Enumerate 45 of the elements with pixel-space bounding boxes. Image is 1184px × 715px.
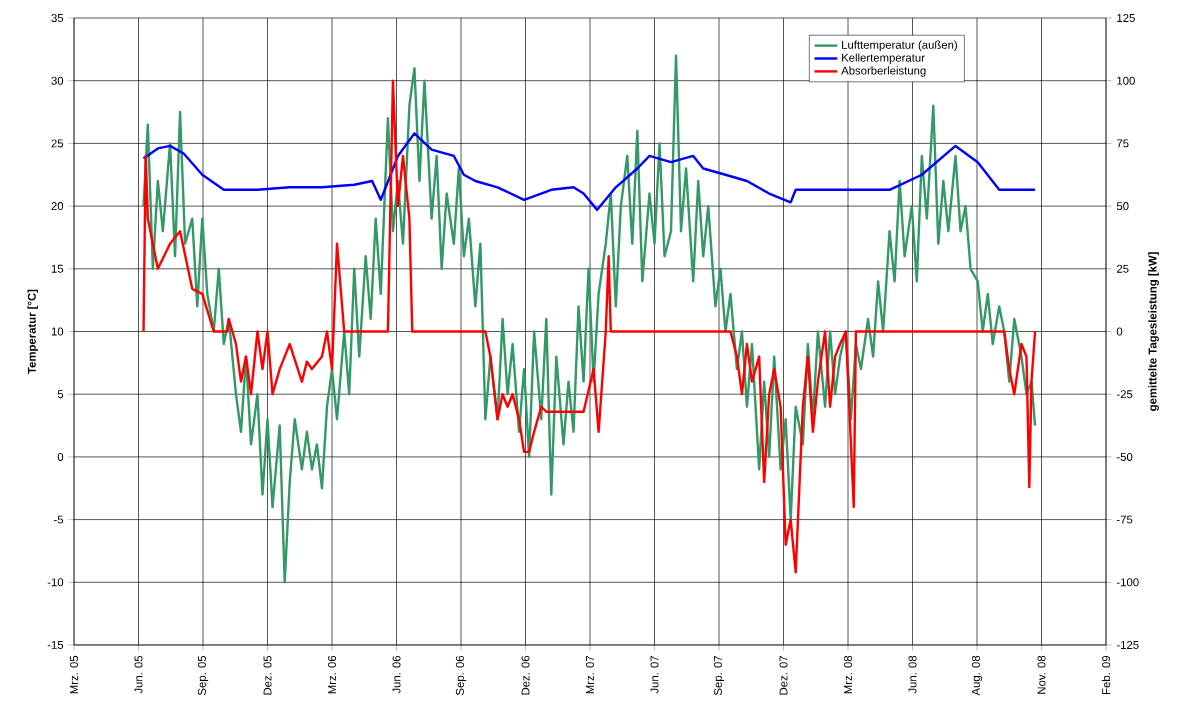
y-tick-label: -5 <box>54 515 64 524</box>
x-tick-label: Jun. 05 <box>134 655 143 694</box>
y2-tick-label: 125 <box>1117 13 1135 22</box>
y-tick-label: -15 <box>47 641 64 649</box>
y-tick-label: 10 <box>51 327 64 336</box>
x-tick-label: Jun. 08 <box>908 655 917 694</box>
x-tick-label: Feb. 09 <box>1101 655 1111 694</box>
y2-tick-label: -25 <box>1116 390 1133 399</box>
y-tick-label: 35 <box>51 14 64 23</box>
x-tick-label: Jun. 07 <box>650 655 659 694</box>
y2-tick-label: -50 <box>1116 452 1133 461</box>
y-tick-label: 20 <box>51 202 64 211</box>
y-tick-label: -10 <box>47 578 64 587</box>
x-tick-label: Mrz. 05 <box>70 655 79 694</box>
y2-tick-label: 0 <box>1116 327 1123 336</box>
y2-tick-label: 25 <box>1116 264 1129 273</box>
x-tick-label: Sep. 05 <box>197 655 209 695</box>
x-tick-label: Sep. 06 <box>455 655 467 695</box>
x-tick-label: Aug. 08 <box>971 655 983 696</box>
x-tick-label: Mrz. 08 <box>844 655 853 694</box>
y-tick-label: 30 <box>51 76 64 85</box>
x-tick-label: Jun. 06 <box>392 655 401 694</box>
y-tick-label: 25 <box>51 139 64 148</box>
y2-axis-title: gemittelte Tagesleistung [kW] <box>1148 252 1159 411</box>
y2-tick-label: -125 <box>1116 641 1139 649</box>
y2-tick-label: -75 <box>1116 515 1133 524</box>
x-tick-label: Sep. 07 <box>713 655 725 695</box>
y2-tick-label: 100 <box>1117 76 1135 85</box>
y2-tick-label: -100 <box>1116 578 1139 587</box>
x-tick-label: Mrz. 06 <box>328 655 337 694</box>
line-series <box>142 132 1037 212</box>
x-tick-label: Mrz. 07 <box>586 655 595 694</box>
x-tick-label: Dez. 06 <box>521 655 530 695</box>
legend-label: Absorberleistung <box>841 66 926 77</box>
y-tick-label: 15 <box>51 264 64 273</box>
x-tick-label: Dez. 05 <box>263 655 272 695</box>
legend-label: Lufttemperatur (außen) <box>842 40 957 52</box>
y-axis-title: Temperatur [°C] <box>27 289 39 374</box>
y2-tick-label: 75 <box>1117 139 1129 148</box>
x-tick-label: Dez. 07 <box>779 655 788 695</box>
y2-tick-label: 50 <box>1116 202 1129 211</box>
x-tick-label: Nov. 08 <box>1037 655 1046 694</box>
y-tick-label: 0 <box>57 452 64 461</box>
y-tick-label: 5 <box>57 390 64 399</box>
legend-label: Kellertemperatur <box>842 53 925 64</box>
